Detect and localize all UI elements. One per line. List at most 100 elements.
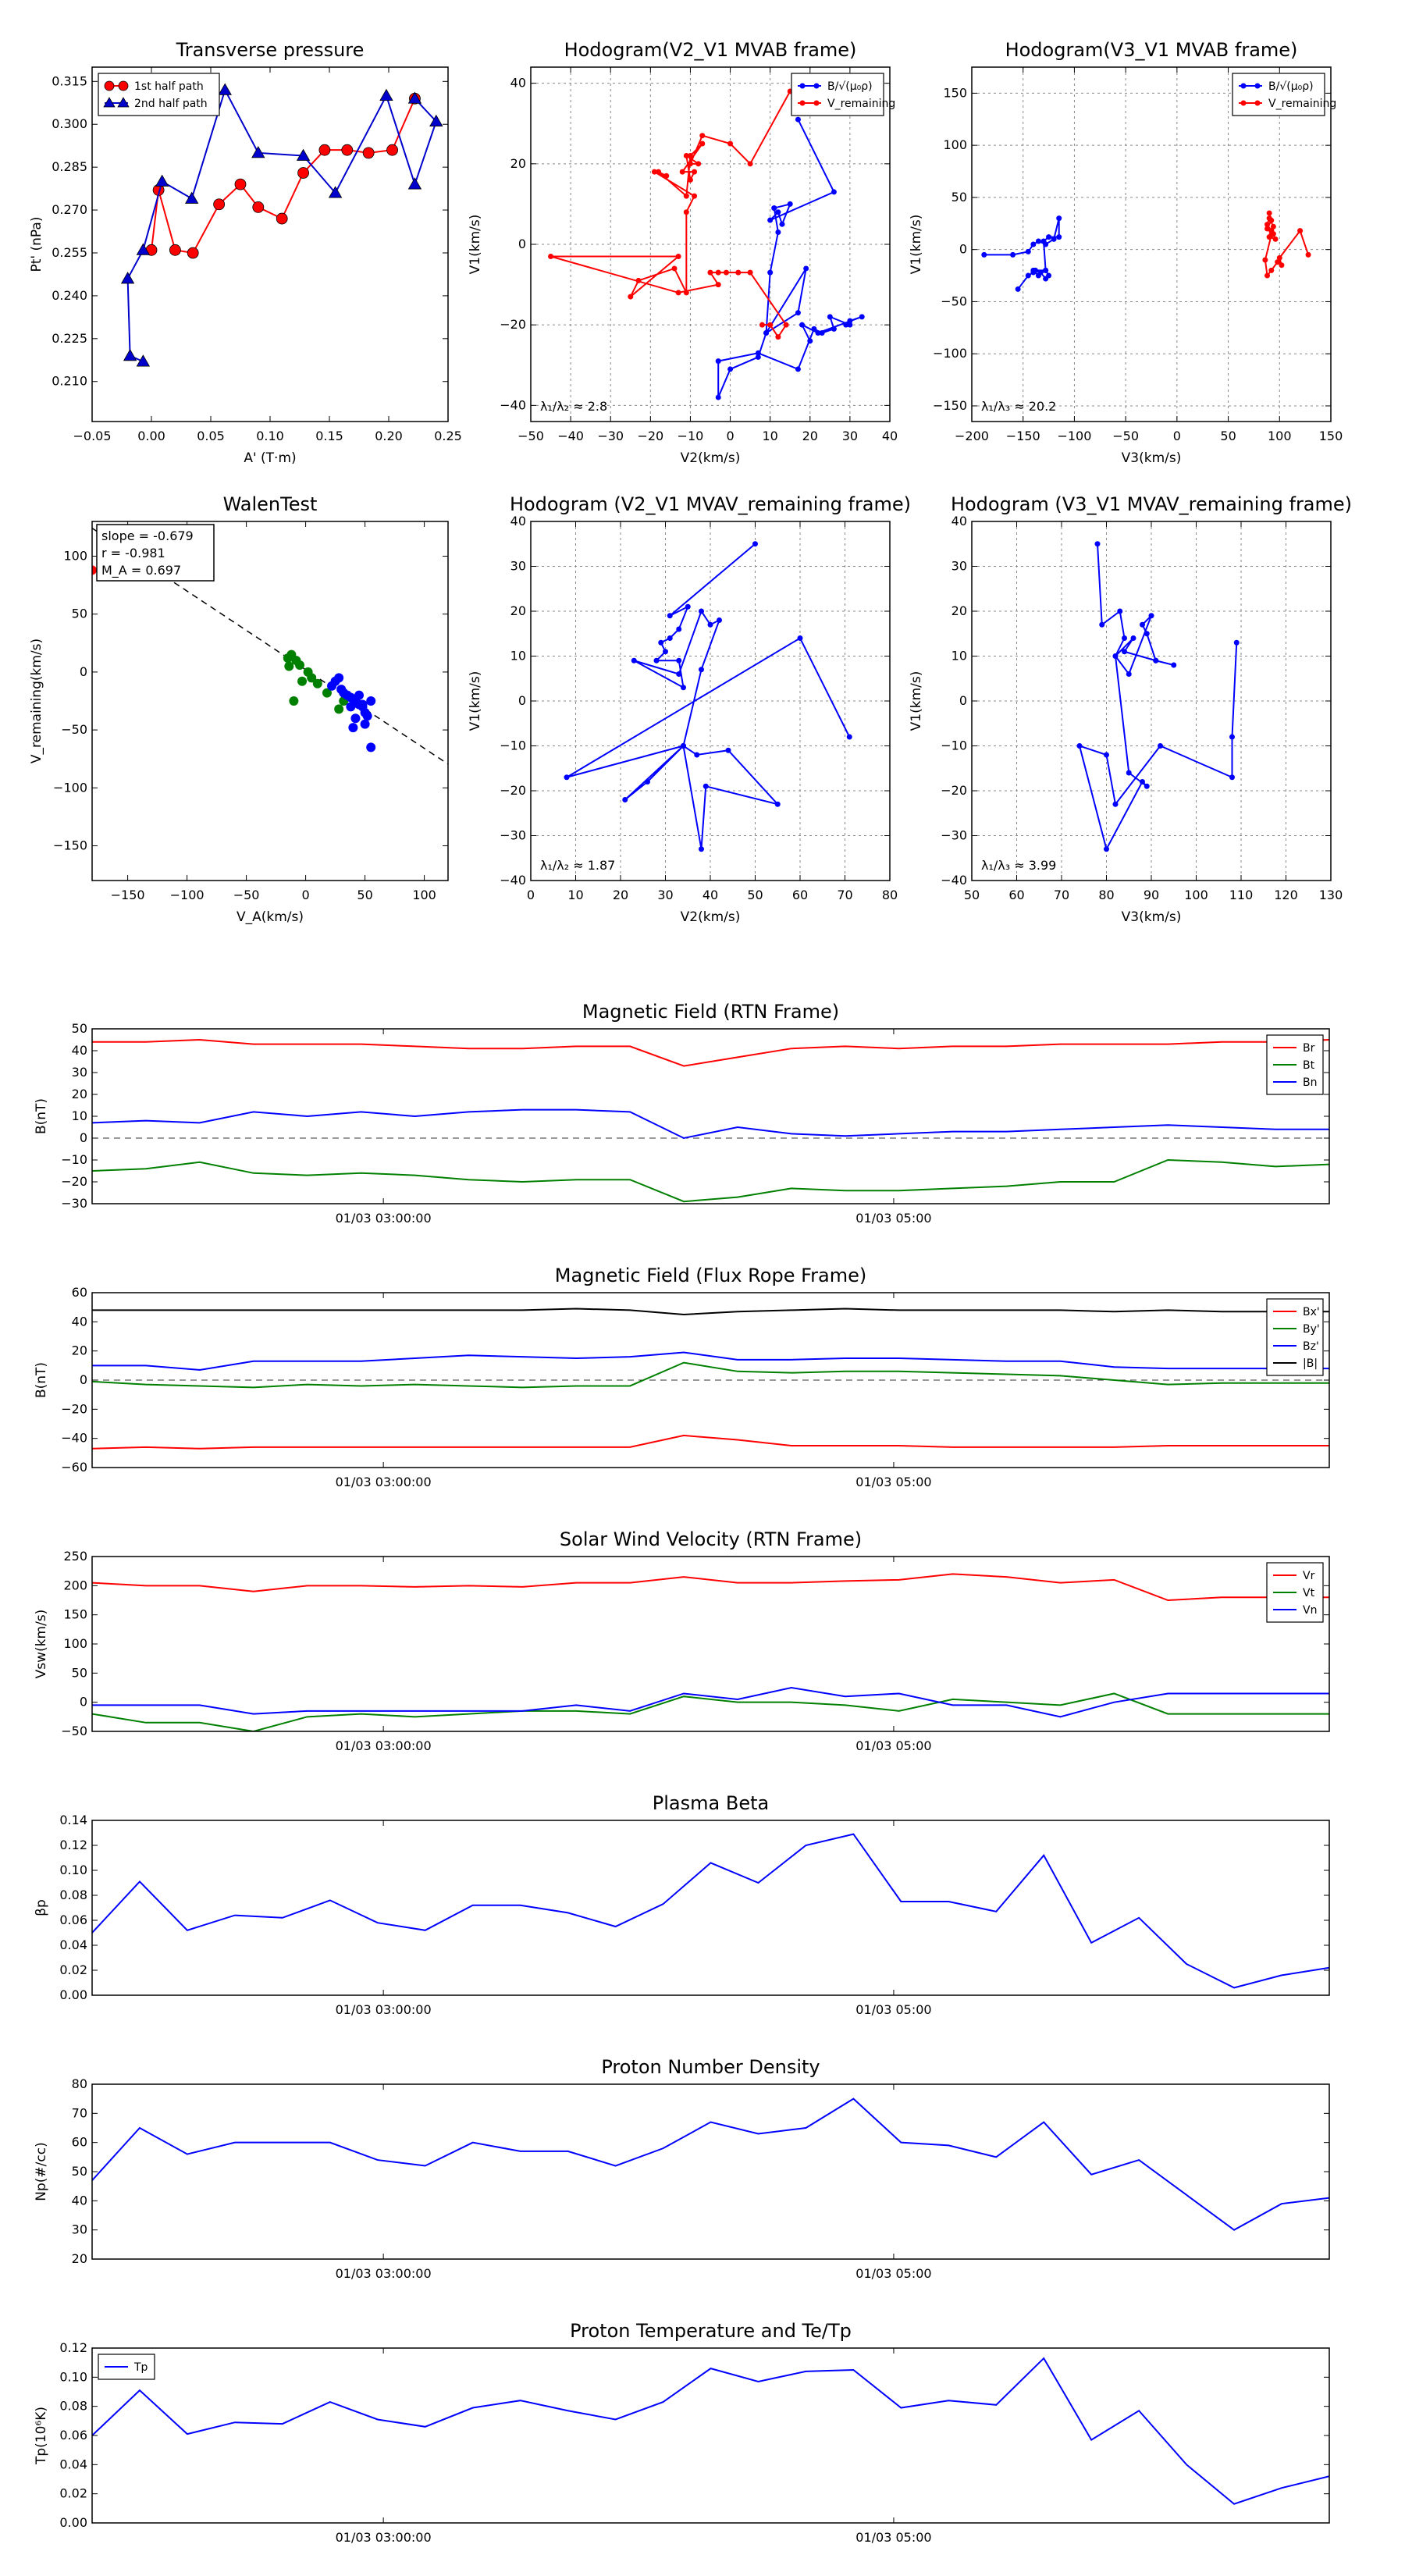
data-point bbox=[699, 133, 706, 139]
x-tick-label: 100 bbox=[412, 888, 436, 902]
y-tick-label: 0 bbox=[959, 242, 967, 257]
y-tick-label: −100 bbox=[53, 780, 87, 795]
y-axis-label: B(nT) bbox=[34, 1098, 49, 1134]
data-point bbox=[362, 711, 372, 721]
chart-title: Magnetic Field (RTN Frame) bbox=[582, 1001, 839, 1023]
data-point bbox=[350, 713, 361, 724]
plot-area bbox=[548, 88, 865, 400]
x-axis-label: V2(km/s) bbox=[681, 450, 741, 466]
data-point bbox=[1266, 210, 1272, 216]
y-tick-label: 50 bbox=[72, 607, 87, 621]
y-tick-label: 70 bbox=[72, 2105, 87, 2120]
eigen-ratio-annotation: λ₁/λ₂ ≈ 2.8 bbox=[540, 399, 607, 414]
plot-area bbox=[92, 2097, 1329, 2231]
legend-label: Tp bbox=[133, 2361, 148, 2374]
data-point bbox=[707, 621, 713, 628]
chart-temp: Proton Temperature and Te/Tp 0.00 0.02 0.04… bbox=[34, 2320, 1330, 2545]
series-V_remaining bbox=[548, 88, 793, 340]
data-point bbox=[407, 177, 422, 190]
legend-marker bbox=[1254, 83, 1261, 89]
data-point bbox=[348, 723, 358, 733]
data-point bbox=[658, 639, 664, 646]
y-tick-label: 0.06 bbox=[59, 1912, 87, 1927]
y-tick-label: 0.04 bbox=[59, 1937, 87, 1952]
x-tick-label: 50 bbox=[1220, 429, 1236, 443]
series-Bt bbox=[92, 1158, 1329, 1203]
chart-title: Magnetic Field (Flux Rope Frame) bbox=[555, 1265, 866, 1286]
y-tick-label: 10 bbox=[510, 649, 526, 664]
data-point bbox=[92, 565, 97, 575]
data-point bbox=[799, 322, 806, 328]
data-point bbox=[1030, 269, 1037, 276]
data-point bbox=[1229, 774, 1235, 781]
data-point bbox=[735, 269, 742, 276]
series-line bbox=[92, 1434, 1329, 1450]
x-tick-label: 100 bbox=[1268, 429, 1292, 443]
legend-marker bbox=[799, 100, 806, 106]
x-tick-label: 01/03 05:00 bbox=[855, 2530, 931, 2545]
data-point bbox=[295, 660, 304, 670]
legend: B/√(μ₀ρ) V_remaining bbox=[1232, 73, 1336, 116]
eigen-ratio-annotation: λ₁/λ₂ ≈ 1.87 bbox=[540, 858, 615, 873]
series-By' bbox=[92, 1361, 1329, 1389]
y-tick-label: 100 bbox=[943, 137, 967, 152]
x-tick-label: 100 bbox=[1184, 888, 1208, 902]
data-point bbox=[1094, 541, 1101, 547]
data-point bbox=[548, 253, 554, 259]
y-tick-label: 0.285 bbox=[52, 159, 87, 174]
plot-frame bbox=[91, 2347, 1330, 2524]
data-point bbox=[234, 178, 247, 190]
data-point bbox=[1171, 662, 1177, 668]
data-point bbox=[699, 667, 704, 673]
y-tick-label: 40 bbox=[510, 514, 526, 528]
y-tick-label: 0 bbox=[518, 693, 526, 708]
series-Tp bbox=[92, 2357, 1329, 2505]
x-tick-label: 10 bbox=[762, 429, 777, 443]
legend-marker bbox=[117, 97, 130, 108]
data-point bbox=[683, 290, 689, 296]
y-tick-label: 100 bbox=[63, 549, 87, 564]
legend: Vr Vt Vn bbox=[1266, 1562, 1324, 1623]
data-point bbox=[169, 244, 181, 256]
y-tick-label: −10 bbox=[61, 1152, 87, 1167]
data-point bbox=[752, 541, 758, 547]
data-point bbox=[699, 141, 706, 147]
plot-area bbox=[120, 83, 443, 367]
data-point bbox=[859, 314, 865, 320]
data-point bbox=[831, 189, 837, 195]
series-s0 bbox=[92, 1833, 1329, 1989]
data-point bbox=[723, 269, 729, 276]
x-tick-label: 0.05 bbox=[197, 429, 225, 443]
data-point bbox=[1104, 846, 1109, 852]
y-tick-label: −50 bbox=[61, 722, 87, 737]
x-tick-label: 01/03 03:00:00 bbox=[336, 1475, 432, 1489]
data-point bbox=[120, 272, 135, 284]
y-tick-label: 0 bbox=[80, 1695, 87, 1710]
series-2nd half path bbox=[120, 83, 443, 367]
data-point bbox=[1122, 635, 1127, 641]
x-tick-label: 01/03 03:00:00 bbox=[336, 1738, 432, 1753]
data-point bbox=[1272, 236, 1279, 242]
x-tick-label: 70 bbox=[1054, 888, 1069, 902]
x-tick-label: 0 bbox=[527, 888, 535, 902]
legend-label: 2nd half path bbox=[134, 98, 208, 110]
legend-marker bbox=[104, 80, 115, 91]
data-point bbox=[1268, 228, 1275, 234]
data-point bbox=[628, 294, 634, 300]
legend-label: Vr bbox=[1303, 1570, 1315, 1582]
data-point bbox=[1158, 743, 1163, 749]
data-point bbox=[679, 169, 685, 175]
data-point bbox=[1126, 770, 1132, 776]
eigen-ratio-annotation: λ₁/λ₃ ≈ 3.99 bbox=[981, 858, 1056, 873]
y-tick-label: −100 bbox=[933, 346, 967, 361]
y-tick-label: 0.14 bbox=[59, 1813, 87, 1827]
data-point bbox=[699, 846, 704, 852]
chart-title: Hodogram(V3_V1 MVAB frame) bbox=[1005, 39, 1298, 61]
data-point bbox=[663, 173, 670, 179]
data-point bbox=[687, 153, 693, 158]
data-point bbox=[187, 247, 199, 259]
y-tick-label: 40 bbox=[72, 2193, 87, 2208]
y-tick-label: 0.315 bbox=[52, 73, 87, 88]
plot-frame bbox=[91, 1028, 1330, 1204]
x-tick-label: 80 bbox=[1098, 888, 1114, 902]
